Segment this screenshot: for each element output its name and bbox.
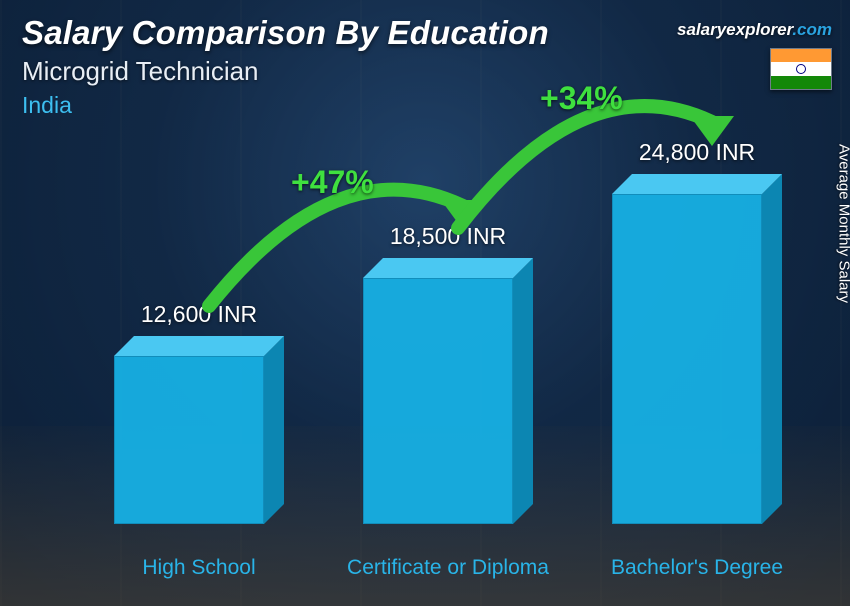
flag-stripe-saffron bbox=[771, 49, 831, 62]
bar-front bbox=[114, 356, 264, 524]
bar-category-label: Bachelor's Degree bbox=[587, 556, 807, 580]
bar-top bbox=[612, 174, 782, 194]
bar-group: 24,800 INRBachelor's Degree bbox=[597, 194, 797, 524]
bar-chart: 12,600 INRHigh School18,500 INRCertifica… bbox=[50, 148, 790, 578]
bar-category-label: High School bbox=[89, 556, 309, 580]
country-flag-icon bbox=[770, 48, 832, 90]
bar-category-label: Certificate or Diploma bbox=[338, 556, 558, 580]
bar-top bbox=[363, 258, 533, 278]
bar-value-label: 24,800 INR bbox=[597, 139, 797, 166]
bar-side bbox=[513, 258, 533, 524]
bar-front bbox=[363, 278, 513, 524]
flag-chakra-icon bbox=[796, 64, 806, 74]
chart-country: India bbox=[22, 92, 72, 119]
bar-value-label: 12,600 INR bbox=[99, 301, 299, 328]
chart-canvas: Salary Comparison By Education Microgrid… bbox=[0, 0, 850, 606]
bar-top bbox=[114, 336, 284, 356]
bar-side bbox=[264, 336, 284, 524]
bar-group: 12,600 INRHigh School bbox=[99, 356, 299, 524]
site-brand: salaryexplorer.com bbox=[677, 20, 832, 40]
jump-percent-label: +47% bbox=[291, 164, 374, 201]
bar-side bbox=[762, 174, 782, 524]
flag-stripe-green bbox=[771, 76, 831, 89]
flag-stripe-white bbox=[771, 62, 831, 75]
bar-value-label: 18,500 INR bbox=[348, 223, 548, 250]
chart-subtitle: Microgrid Technician bbox=[22, 56, 259, 87]
y-axis-label: Average Monthly Salary bbox=[836, 144, 850, 303]
chart-title: Salary Comparison By Education bbox=[22, 14, 549, 52]
bar bbox=[612, 194, 782, 524]
bar-group: 18,500 INRCertificate or Diploma bbox=[348, 278, 548, 524]
bar-front bbox=[612, 194, 762, 524]
bar bbox=[363, 278, 533, 524]
bar bbox=[114, 356, 284, 524]
site-tld: .com bbox=[792, 20, 832, 39]
site-name: salaryexplorer bbox=[677, 20, 792, 39]
